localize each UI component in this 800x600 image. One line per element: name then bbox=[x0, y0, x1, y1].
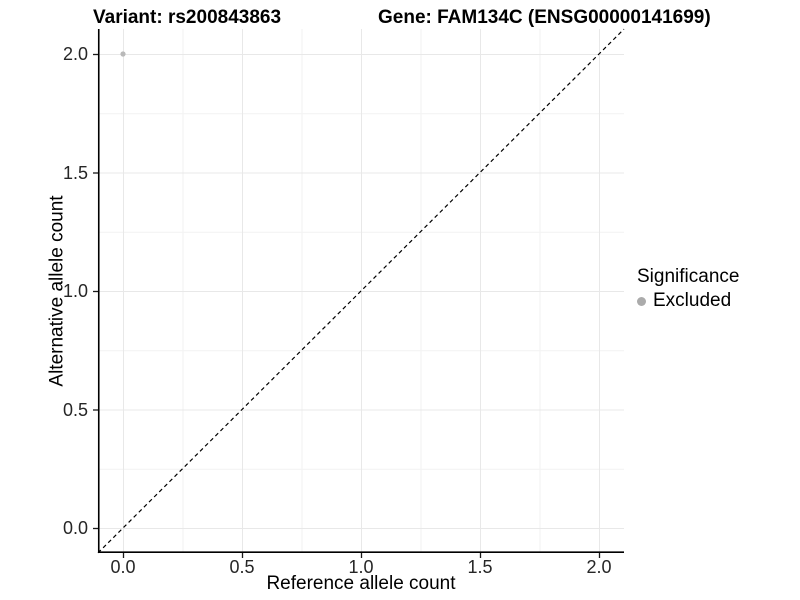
y-tick-label: 1.5 bbox=[62, 162, 88, 183]
legend: Significance Excluded bbox=[637, 266, 739, 312]
y-tick-label: 1.0 bbox=[62, 281, 88, 301]
plot-title-gene: Gene: FAM134C (ENSG00000141699) bbox=[378, 7, 711, 28]
x-tick-label: 0.0 bbox=[110, 557, 136, 577]
x-tick-label: 1.5 bbox=[467, 557, 493, 577]
y-axis-title: Alternative allele count bbox=[46, 195, 68, 387]
legend-items: Excluded bbox=[637, 290, 739, 312]
x-tick-label: 0.5 bbox=[229, 557, 255, 577]
x-tick-label: 2.0 bbox=[586, 557, 612, 577]
legend-title: Significance bbox=[637, 266, 740, 287]
y-tick-label: 0.5 bbox=[62, 399, 88, 420]
identity-reference-line bbox=[97, 28, 625, 554]
x-axis-title: Reference allele count bbox=[266, 573, 456, 594]
legend-item-label: Excluded bbox=[653, 290, 732, 311]
x-tick-label: 1.0 bbox=[348, 557, 374, 577]
legend-item-excluded: Excluded bbox=[637, 290, 739, 312]
y-tick-label: 2.0 bbox=[62, 44, 88, 64]
y-tick-label: 0.0 bbox=[62, 518, 88, 538]
plot-title-variant: Variant: rs200843863 bbox=[93, 7, 282, 28]
legend-marker-circle-icon bbox=[637, 296, 646, 306]
data-point-excluded bbox=[120, 51, 126, 57]
